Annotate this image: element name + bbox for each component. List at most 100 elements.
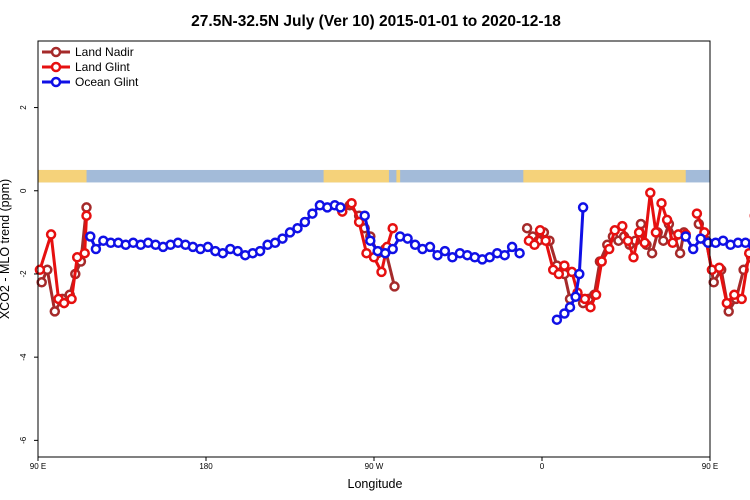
data-point-land-glint (559, 260, 570, 271)
series-land-nadir (36, 200, 750, 317)
data-point-ocean-glint (570, 291, 581, 303)
data-point-land-glint (714, 262, 725, 273)
data-point-ocean-glint (514, 247, 525, 259)
data-point-land-nadir (723, 306, 734, 317)
data-point-ocean-glint (254, 245, 266, 257)
chart-title: 27.5N-32.5N July (Ver 10) 2015-01-01 to … (191, 13, 561, 30)
y-tick-label: 2 (19, 105, 28, 110)
data-point-ocean-glint (269, 237, 281, 249)
x-tick-label: 180 (199, 462, 213, 471)
data-point-land-glint (590, 289, 602, 301)
data-point-ocean-glint (484, 252, 495, 263)
data-point-land-glint (729, 289, 740, 301)
x-axis: 90 E 180 90 W 0 90 E (30, 457, 718, 471)
data-point-land-glint (628, 252, 639, 263)
data-point-land-nadir (36, 277, 47, 288)
data-point-land-nadir (646, 247, 658, 259)
series-land-glint (34, 187, 750, 313)
x-axis-label: Longitude (348, 477, 403, 491)
data-point-land-glint (736, 293, 747, 305)
data-point-land-glint (66, 293, 77, 305)
data-point-land-glint (596, 256, 607, 267)
data-point-ocean-glint (439, 245, 451, 257)
data-point-land-glint (534, 225, 546, 236)
data-point-ocean-glint (506, 241, 518, 253)
data-point-ocean-glint (680, 231, 691, 242)
data-point-ocean-glint (232, 245, 243, 257)
map-strip-land (323, 169, 389, 183)
data-point-land-glint (633, 227, 645, 238)
x-tick-label: 90 E (30, 462, 46, 471)
legend-item-land-nadir: Land Nadir (42, 45, 134, 59)
data-point-ocean-glint (402, 233, 413, 244)
x-tick-label: 90 W (365, 462, 384, 471)
data-point-ocean-glint (299, 216, 311, 228)
data-point-land-glint (645, 187, 656, 199)
data-point-ocean-glint (284, 227, 296, 238)
data-point-ocean-glint (559, 308, 570, 319)
data-point-ocean-glint (359, 210, 370, 221)
data-point-land-glint (71, 252, 83, 263)
data-point-land-glint (667, 237, 678, 249)
legend: Land Nadir Land Glint Ocean Glint (42, 45, 139, 89)
data-point-ocean-glint (574, 268, 585, 280)
data-point-land-glint (609, 225, 621, 236)
data-point-land-glint (585, 301, 596, 313)
data-point-ocean-glint (292, 222, 303, 234)
data-point-land-glint (691, 208, 703, 219)
series-layer (34, 187, 750, 325)
data-point-ocean-glint (564, 301, 576, 313)
data-point-land-glint (540, 235, 551, 246)
y-tick-label: -2 (19, 270, 28, 278)
data-point-land-nadir (635, 218, 647, 230)
data-point-land-glint (45, 229, 57, 240)
data-point-ocean-glint (432, 249, 443, 261)
data-point-land-glint (81, 210, 92, 221)
data-point-land-glint (603, 243, 615, 255)
data-point-land-glint (376, 266, 387, 278)
data-point-ocean-glint (387, 243, 398, 255)
data-point-land-glint (58, 297, 70, 309)
data-point-land-nadir (708, 277, 719, 288)
map-strip-land (523, 169, 658, 183)
map-strip-land (396, 169, 401, 183)
y-tick-label: -6 (19, 436, 28, 444)
legend-label-land-nadir: Land Nadir (75, 45, 134, 59)
data-point-land-nadir (658, 235, 669, 246)
data-point-land-nadir (49, 306, 61, 317)
map-strip (38, 169, 710, 183)
data-point-land-glint (353, 216, 365, 228)
data-point-ocean-glint (717, 235, 729, 246)
data-point-land-glint (661, 214, 673, 226)
data-point-land-glint (387, 222, 398, 234)
legend-label-land-glint: Land Glint (75, 60, 130, 74)
x-tick-label: 90 E (702, 462, 718, 471)
y-axis-label: XCO2 - MLO trend (ppm) (0, 179, 12, 319)
data-point-ocean-glint (335, 202, 346, 213)
data-point-ocean-glint (499, 249, 510, 261)
y-tick-label: -4 (19, 353, 28, 361)
data-point-ocean-glint (277, 233, 288, 244)
data-point-land-glint (639, 237, 650, 249)
data-point-ocean-glint (577, 202, 589, 213)
legend-marker-ocean-glint (50, 76, 62, 88)
legend-label-ocean-glint: Ocean Glint (75, 75, 139, 89)
data-point-land-glint (34, 264, 46, 276)
data-point-land-glint (656, 197, 667, 209)
map-strip-land (640, 169, 686, 183)
data-point-ocean-glint (202, 241, 214, 253)
series-line-land-glint (695, 213, 750, 305)
data-point-ocean-glint (307, 208, 318, 219)
data-point-land-glint (622, 235, 634, 246)
data-point-ocean-glint (365, 235, 376, 246)
y-axis: -6 -4 -2 0 2 (19, 105, 38, 444)
data-point-land-glint (553, 268, 565, 280)
data-point-land-glint (579, 293, 591, 305)
data-point-ocean-glint (217, 247, 229, 259)
data-point-ocean-glint (447, 252, 458, 263)
legend-marker-land-nadir (50, 46, 62, 58)
data-point-land-glint (617, 220, 628, 232)
data-point-ocean-glint (379, 247, 391, 259)
data-point-land-nadir (389, 281, 400, 292)
